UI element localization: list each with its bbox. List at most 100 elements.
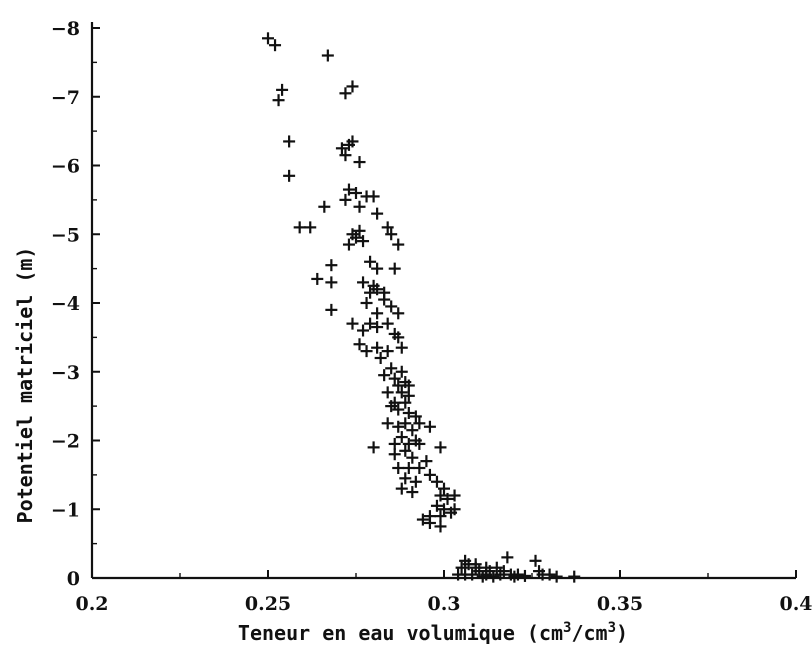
y-tick-label: −3 (51, 362, 80, 384)
data-point (445, 506, 458, 519)
data-point (413, 417, 426, 430)
data-point (501, 551, 514, 564)
y-tick-label: 0 (67, 568, 80, 590)
tick-labels: 0.2 0.25 0.3 0.35 0.4 0 −1 −2 −3 −4 −5 −6 −7 −8 (51, 18, 812, 615)
data-point (406, 451, 419, 464)
data-point (350, 187, 362, 199)
data-point (402, 389, 415, 402)
data-point (325, 276, 338, 289)
x-axis-title-mid: /cm (571, 621, 607, 645)
data-point (364, 255, 377, 268)
data-point (304, 221, 317, 234)
data-point (346, 80, 359, 93)
data-point (402, 437, 415, 450)
x-tick-label: 0.25 (245, 593, 291, 615)
data-point (353, 224, 366, 237)
data-point (371, 262, 384, 275)
data-point (371, 307, 384, 320)
x-axis-title-sup2: 3 (608, 620, 616, 636)
data-point (423, 517, 436, 529)
data-point (388, 372, 401, 385)
data-point (487, 570, 500, 583)
data-point (438, 503, 450, 516)
data-point (413, 437, 426, 450)
x-axis-title-end: ) (616, 621, 628, 645)
data-point (497, 565, 510, 578)
data-point (402, 462, 415, 474)
data-point (325, 259, 338, 272)
data-point (469, 558, 482, 571)
data-point (399, 472, 412, 485)
data-point (529, 554, 542, 567)
data-point (402, 407, 415, 419)
data-point (409, 475, 422, 488)
data-point (378, 293, 391, 306)
x-tick-label: 0.3 (427, 593, 460, 615)
data-point (342, 238, 355, 251)
data-point (392, 307, 405, 320)
data-point (434, 520, 447, 533)
data-point (385, 300, 398, 313)
data-point (311, 272, 324, 285)
data-point (357, 276, 370, 289)
data-point (342, 183, 355, 196)
data-point (378, 369, 391, 382)
data-point (434, 489, 447, 502)
data-point (367, 190, 380, 203)
y-tick-label: −4 (51, 293, 80, 315)
data-point (402, 379, 415, 392)
y-tick-label: −7 (51, 87, 80, 109)
data-point (385, 228, 398, 241)
data-point (321, 49, 334, 62)
data-point (455, 561, 468, 574)
data-point (381, 417, 394, 430)
data-point (346, 317, 359, 330)
data-point (406, 424, 419, 437)
data-point (434, 510, 447, 523)
x-axis-title: Teneur en eau volumique (cm3/cm3) (238, 620, 628, 645)
y-tick-label: −1 (51, 499, 80, 521)
data-point (364, 317, 377, 330)
data-point (434, 441, 447, 454)
data-point (353, 156, 366, 169)
data-point (438, 482, 450, 495)
data-point (318, 200, 331, 213)
data-point (357, 235, 370, 248)
data-point (339, 193, 352, 206)
data-point (364, 286, 377, 299)
data-point (466, 568, 479, 581)
data-point (392, 403, 405, 416)
data-point (416, 513, 429, 526)
data-point (490, 561, 503, 574)
data-point (430, 475, 443, 488)
data-point (518, 569, 531, 582)
data-point (480, 561, 493, 574)
data-point (568, 570, 581, 583)
data-point (399, 417, 412, 430)
data-point (371, 341, 384, 354)
data-point (395, 431, 408, 444)
data-point (388, 437, 401, 450)
y-tick-label: −5 (51, 224, 80, 246)
x-axis-title-main: Teneur en eau volumique (cm (238, 621, 563, 645)
x-tick-label: 0.4 (779, 593, 812, 615)
data-point (269, 39, 282, 52)
data-point (276, 83, 289, 96)
y-tick-label: −8 (51, 18, 80, 40)
data-point (395, 386, 408, 399)
data-point (399, 444, 412, 457)
data-point (388, 262, 401, 275)
data-point (325, 303, 338, 316)
data-point (430, 499, 443, 512)
data-point (388, 448, 401, 461)
data-point (381, 221, 394, 234)
ticks (91, 27, 797, 579)
data-point (339, 87, 352, 100)
data-point (550, 570, 563, 583)
data-point (409, 410, 422, 423)
data-point (441, 492, 454, 505)
data-point (413, 462, 426, 474)
data-point (395, 365, 408, 378)
